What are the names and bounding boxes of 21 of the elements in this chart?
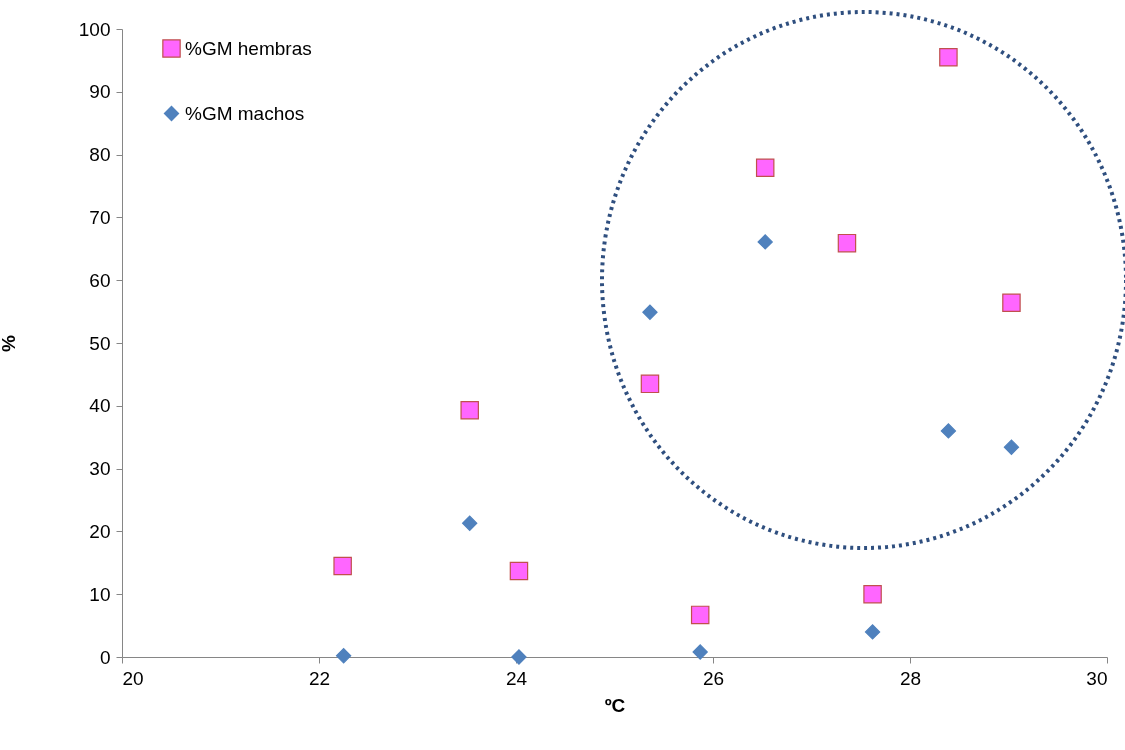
x-tick-label: 20: [122, 667, 144, 689]
legend-label: %GM machos: [185, 102, 305, 124]
y-tick-label: 70: [89, 206, 111, 228]
x-tick-label: 30: [1086, 667, 1108, 689]
legend-label: %GM hembras: [185, 37, 312, 59]
y-tick-label: 30: [89, 458, 111, 480]
y-axis-title: %: [0, 334, 19, 352]
y-tick-label: 60: [89, 269, 111, 291]
x-tick-label: 26: [702, 667, 725, 689]
y-tick-label: 100: [78, 18, 111, 40]
x-tick-label: 28: [899, 667, 922, 689]
y-tick-label: 90: [89, 81, 111, 103]
y-tick-label: 0: [99, 646, 111, 668]
x-tick-label: 22: [308, 667, 331, 689]
x-axis-title: ºC: [604, 694, 626, 716]
y-tick-label: 10: [89, 583, 111, 605]
y-tick-label: 20: [89, 520, 111, 542]
y-tick-label: 80: [89, 144, 111, 166]
y-tick-label: 40: [89, 395, 111, 417]
x-tick-label: 24: [505, 667, 528, 689]
y-tick-label: 50: [89, 332, 111, 354]
